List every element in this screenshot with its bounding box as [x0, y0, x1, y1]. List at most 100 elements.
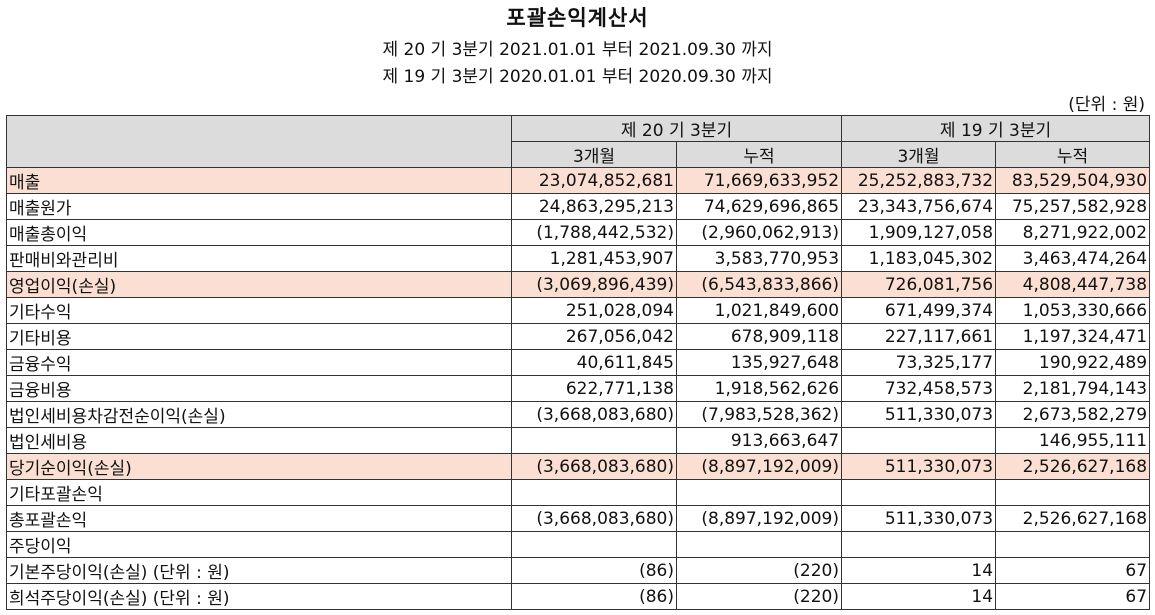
cell-prior-3m: 25,252,883,732 [841, 167, 997, 194]
table-row: 매출총이익 (1,788,442,532) (2,960,062,913) 1,… [6, 219, 1151, 246]
header-current-period: 제 20 기 3분기 [510, 115, 843, 142]
header-row-columns: 3개월 누적 3개월 누적 [7, 141, 1151, 168]
cell-current-cum: 71,669,633,952 [675, 167, 843, 194]
cell-current-3m: 40,611,845 [511, 349, 677, 376]
cell-current-cum [675, 479, 843, 506]
cell-prior-3m: 511,330,073 [841, 505, 997, 532]
header-prior-period: 제 19 기 3분기 [841, 115, 1151, 142]
cell-prior-cum: 2,181,794,143 [995, 375, 1151, 402]
cell-prior-cum: 67 [995, 557, 1151, 584]
table-row: 매출원가 24,863,295,213 74,629,696,865 23,34… [6, 193, 1151, 220]
cell-current-cum: 678,909,118 [675, 323, 843, 350]
cell-prior-3m [841, 531, 997, 558]
row-label: 기타비용 [6, 323, 512, 350]
cell-prior-cum: 83,529,504,930 [995, 167, 1151, 194]
row-label: 금융비용 [6, 375, 512, 402]
cell-current-3m: 622,771,138 [511, 375, 677, 402]
row-label: 금융수익 [6, 349, 512, 376]
cell-current-3m: (3,668,083,680) [511, 453, 677, 480]
table-row: 판매비와관리비 1,281,453,907 3,583,770,953 1,18… [6, 245, 1151, 272]
table-row: 기본주당이익(손실) (단위 : 원) (86) (220) 14 67 [6, 557, 1151, 584]
row-label: 매출총이익 [6, 219, 512, 246]
table-row: 영업이익(손실) (3,069,896,439) (6,543,833,866)… [6, 271, 1151, 298]
statement-title: 포괄손익계산서 [506, 6, 649, 30]
row-label: 판매비와관리비 [6, 245, 512, 272]
header-current-3m: 3개월 [511, 141, 677, 168]
cell-current-3m: 1,281,453,907 [511, 245, 677, 272]
cell-current-3m: 267,056,042 [511, 323, 677, 350]
header-prior-cum: 누적 [995, 141, 1151, 168]
table-row: 주당이익 [6, 531, 1151, 558]
cell-current-cum: (7,983,528,362) [675, 401, 843, 428]
row-label: 희석주당이익(손실) (단위 : 원) [6, 583, 512, 610]
table-row: 기타비용 267,056,042 678,909,118 227,117,661… [6, 323, 1151, 350]
cell-prior-3m: 726,081,756 [841, 271, 997, 298]
cell-current-3m: 23,074,852,681 [511, 167, 677, 194]
header-current-cum: 누적 [675, 141, 843, 168]
header-prior-3m: 3개월 [841, 141, 997, 168]
income-statement-table: 제 20 기 3분기 제 19 기 3분기 3개월 누적 3개월 누적 매출 2… [6, 115, 1151, 610]
row-label: 매출원가 [6, 193, 512, 220]
cell-current-cum: 913,663,647 [675, 427, 843, 454]
cell-current-cum: (220) [675, 583, 843, 610]
cell-prior-cum: 3,463,474,264 [995, 245, 1151, 272]
cell-current-cum: (8,897,192,009) [675, 453, 843, 480]
row-label: 기타수익 [6, 297, 512, 324]
cell-current-cum: (6,543,833,866) [675, 271, 843, 298]
row-label: 총포괄손익 [6, 505, 512, 532]
header-row-periods: 제 20 기 3분기 제 19 기 3분기 [6, 115, 1151, 168]
row-label: 매출 [6, 167, 512, 194]
cell-current-cum: 74,629,696,865 [675, 193, 843, 220]
cell-current-cum: 3,583,770,953 [675, 245, 843, 272]
cell-prior-3m: 511,330,073 [841, 401, 997, 428]
cell-current-3m: (3,668,083,680) [511, 505, 677, 532]
cell-prior-cum: 1,197,324,471 [995, 323, 1151, 350]
cell-prior-3m: 1,909,127,058 [841, 219, 997, 246]
cell-current-3m: (3,668,083,680) [511, 401, 677, 428]
current-period-range: 제 20 기 3분기 2021.01.01 부터 2021.09.30 까지 [382, 40, 773, 60]
cell-current-3m: 24,863,295,213 [511, 193, 677, 220]
row-label: 영업이익(손실) [6, 271, 512, 298]
cell-current-cum: (2,960,062,913) [675, 219, 843, 246]
cell-prior-cum: 2,526,627,168 [995, 453, 1151, 480]
cell-current-3m: (86) [511, 583, 677, 610]
cell-prior-3m: 14 [841, 557, 997, 584]
cell-prior-3m: 671,499,374 [841, 297, 997, 324]
cell-prior-cum: 190,922,489 [995, 349, 1151, 376]
table-row: 금융수익 40,611,845 135,927,648 73,325,177 1… [6, 349, 1151, 376]
cell-prior-3m: 73,325,177 [841, 349, 997, 376]
cell-current-cum [675, 531, 843, 558]
table-row: 법인세비용 913,663,647 146,955,111 [6, 427, 1151, 454]
cell-current-3m [511, 427, 677, 454]
cell-prior-cum [995, 479, 1151, 506]
cell-prior-cum: 8,271,922,002 [995, 219, 1151, 246]
cell-prior-3m: 511,330,073 [841, 453, 997, 480]
table-row: 금융비용 622,771,138 1,918,562,626 732,458,5… [6, 375, 1151, 402]
cell-current-cum: 1,021,849,600 [675, 297, 843, 324]
row-label: 주당이익 [6, 531, 512, 558]
row-label: 당기순이익(손실) [6, 453, 512, 480]
cell-prior-cum [995, 531, 1151, 558]
cell-current-cum: 135,927,648 [675, 349, 843, 376]
table-row: 매출 23,074,852,681 71,669,633,952 25,252,… [6, 167, 1151, 194]
table-row: 희석주당이익(손실) (단위 : 원) (86) (220) 14 67 [6, 583, 1151, 610]
cell-current-cum: (8,897,192,009) [675, 505, 843, 532]
cell-prior-3m: 23,343,756,674 [841, 193, 997, 220]
cell-prior-cum: 1,053,330,666 [995, 297, 1151, 324]
cell-current-cum: 1,918,562,626 [675, 375, 843, 402]
cell-prior-cum: 4,808,447,738 [995, 271, 1151, 298]
cell-current-3m: (1,788,442,532) [511, 219, 677, 246]
cell-prior-3m: 1,183,045,302 [841, 245, 997, 272]
cell-current-3m: (86) [511, 557, 677, 584]
row-label: 기타포괄손익 [6, 479, 512, 506]
cell-prior-3m: 732,458,573 [841, 375, 997, 402]
table-row: 당기순이익(손실) (3,668,083,680) (8,897,192,009… [6, 453, 1151, 480]
cell-current-3m: (3,069,896,439) [511, 271, 677, 298]
row-label: 법인세비용차감전순이익(손실) [6, 401, 512, 428]
cell-prior-cum: 2,673,582,279 [995, 401, 1151, 428]
unit-note: (단위 : 원) [1068, 95, 1145, 115]
cell-prior-cum: 2,526,627,168 [995, 505, 1151, 532]
cell-prior-3m [841, 427, 997, 454]
cell-current-3m [511, 479, 677, 506]
row-label: 법인세비용 [6, 427, 512, 454]
